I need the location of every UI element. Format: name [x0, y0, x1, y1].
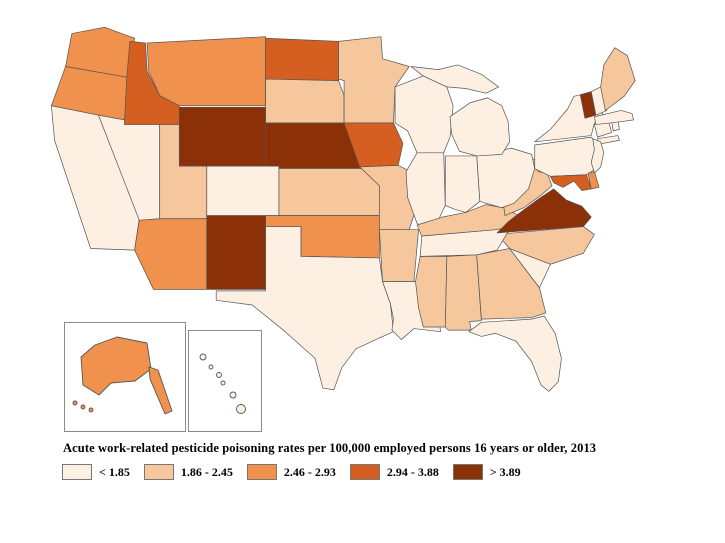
state-WI	[394, 75, 454, 154]
state-ND	[265, 37, 339, 81]
state-MA	[594, 110, 634, 125]
state-PA	[534, 136, 600, 177]
state-FL	[468, 315, 562, 392]
state-MI-lower	[449, 97, 510, 157]
legend-label: 2.46 - 2.93	[283, 464, 336, 479]
legend-swatch	[62, 464, 92, 480]
legend-item: 2.94 - 3.88	[349, 464, 439, 480]
state-AZ	[134, 218, 208, 290]
legend-swatch	[452, 464, 483, 480]
state-AK-panhandle	[148, 366, 173, 415]
legend-item: 1.86 - 2.45	[143, 464, 233, 480]
state-WY	[178, 106, 266, 167]
state-NH	[590, 86, 608, 116]
state-IA	[343, 122, 404, 168]
hawaii-island	[208, 364, 214, 370]
legend-label: 1.86 - 2.45	[180, 464, 233, 479]
legend-swatch	[246, 464, 277, 480]
state-MI-upper	[410, 64, 499, 94]
state-AL	[444, 254, 482, 331]
alaska-map	[72, 336, 173, 415]
state-AR	[379, 229, 419, 282]
state-ME	[600, 47, 636, 111]
legend-label: 2.94 - 3.88	[386, 464, 439, 479]
hawaii-island	[229, 391, 237, 399]
state-TX	[215, 226, 394, 391]
state-IN	[444, 155, 481, 213]
hawaii-map	[199, 353, 246, 414]
state-NJ	[590, 138, 605, 174]
state-MO	[359, 165, 418, 231]
hawaii-island	[216, 372, 222, 378]
state-MN	[338, 36, 410, 124]
legend-item: < 1.85	[62, 464, 130, 480]
legend-item: 2.46 - 2.93	[246, 464, 336, 480]
legend-label: < 1.85	[99, 464, 130, 479]
legend-swatch	[349, 464, 380, 480]
us-map	[51, 26, 636, 392]
aleutian-island	[88, 407, 94, 413]
hawaii-inset	[188, 330, 262, 432]
aleutian-island	[72, 400, 78, 406]
state-DE	[587, 171, 600, 190]
state-MT	[146, 36, 266, 107]
state-SD	[265, 78, 345, 124]
legend-swatch	[143, 464, 174, 480]
legend-label: > 3.89	[489, 464, 521, 479]
state-AK	[80, 336, 152, 396]
aleutian-island	[80, 404, 86, 410]
state-KS	[278, 168, 380, 216]
figure-title: Acute work-related pesticide poisoning r…	[63, 441, 597, 455]
state-NM	[206, 215, 266, 290]
legend: < 1.85 1.86 - 2.45 2.46 - 2.93 2.94 - 3.88 >…	[62, 464, 521, 480]
state-MD	[550, 174, 592, 191]
legend-item: > 3.89	[452, 464, 521, 480]
hawaii-island	[220, 380, 226, 386]
hawaii-island	[199, 353, 207, 361]
state-OH	[476, 147, 536, 209]
alaska-inset	[64, 322, 186, 432]
state-CO	[206, 165, 280, 216]
state-VA	[496, 188, 592, 234]
hawaii-island	[236, 404, 246, 414]
